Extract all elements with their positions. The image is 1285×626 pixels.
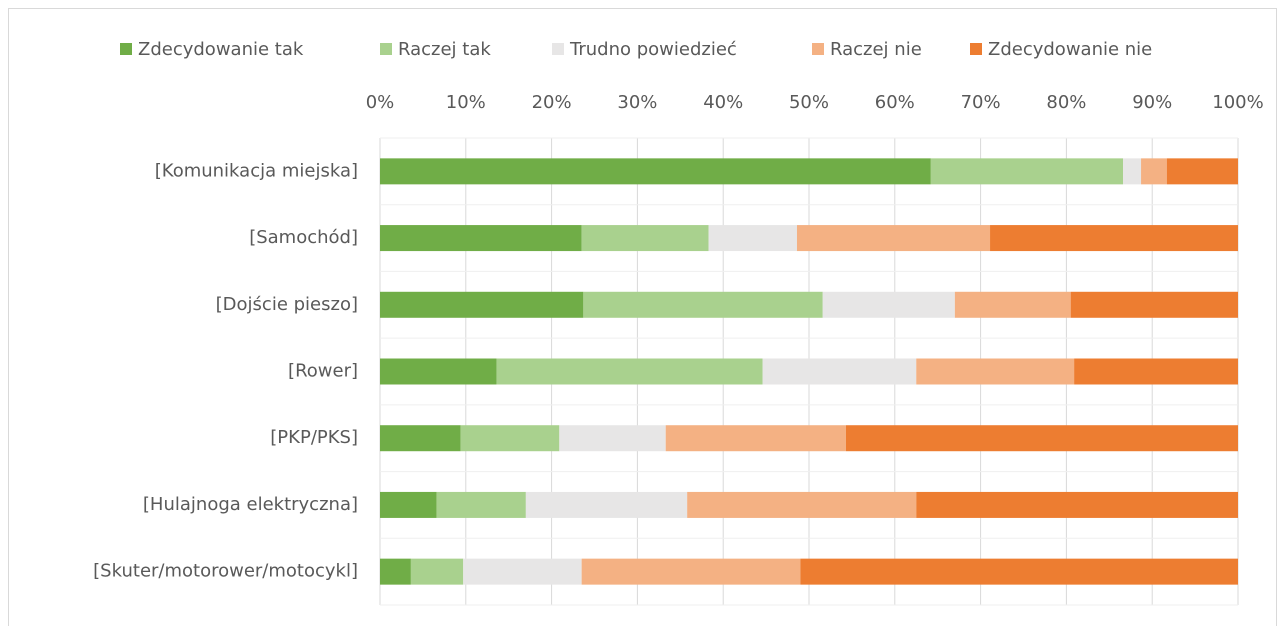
- bar-segment: [1123, 158, 1142, 185]
- y-tick-label: [Hulajnoga elektryczna]: [143, 494, 358, 515]
- bar-segment: [380, 291, 584, 318]
- x-tick-label: 100%: [1212, 92, 1263, 113]
- bar-segment: [762, 358, 917, 385]
- legend-label: Zdecydowanie tak: [138, 39, 304, 60]
- y-tick-label: [Komunikacja miejska]: [155, 160, 358, 181]
- legend-label: Zdecydowanie nie: [988, 39, 1152, 60]
- bar-segment: [1141, 158, 1167, 185]
- legend-label: Raczej tak: [398, 39, 491, 60]
- x-tick-label: 90%: [1132, 92, 1172, 113]
- x-tick-label: 40%: [703, 92, 743, 113]
- bar-segment: [581, 225, 709, 252]
- y-tick-label: [Samochód]: [249, 227, 358, 248]
- x-tick-label: 70%: [961, 92, 1001, 113]
- bar-segment: [708, 225, 797, 252]
- legend-label: Raczej nie: [830, 39, 922, 60]
- y-tick-label: [Dojście pieszo]: [216, 294, 358, 315]
- bar-segment: [581, 558, 801, 585]
- bar-segment: [800, 558, 1238, 585]
- chart-frame: [8, 8, 1277, 626]
- bar-segment: [380, 425, 461, 452]
- bar-segment: [380, 558, 411, 585]
- x-tick-label: 80%: [1046, 92, 1086, 113]
- bar-segment: [930, 158, 1124, 185]
- bar-segment: [583, 291, 823, 318]
- bar-segment: [410, 558, 464, 585]
- bar-segment: [1074, 358, 1238, 385]
- bar-segment: [436, 491, 526, 518]
- bar-segment: [380, 491, 437, 518]
- x-tick-label: 30%: [617, 92, 657, 113]
- bar-segment: [796, 225, 991, 252]
- bar-segment: [1166, 158, 1238, 185]
- legend-swatch: [380, 43, 392, 55]
- x-tick-label: 60%: [875, 92, 915, 113]
- legend-swatch: [120, 43, 132, 55]
- bar-segment: [916, 491, 1238, 518]
- legend-swatch: [552, 43, 564, 55]
- x-tick-label: 10%: [446, 92, 486, 113]
- bar-segment: [916, 358, 1075, 385]
- legend-swatch: [970, 43, 982, 55]
- bar-segment: [460, 425, 560, 452]
- bar-segment: [845, 425, 1238, 452]
- bar-segment: [1070, 291, 1238, 318]
- y-tick-label: [Rower]: [288, 361, 358, 382]
- bar-segment: [687, 491, 917, 518]
- bar-segment: [559, 425, 666, 452]
- legend-label: Trudno powiedzieć: [569, 39, 737, 60]
- y-tick-label: [PKP/PKS]: [270, 427, 358, 448]
- y-tick-label: [Skuter/motorower/motocykl]: [93, 561, 358, 582]
- bar-segment: [665, 425, 846, 452]
- x-tick-label: 50%: [789, 92, 829, 113]
- x-tick-label: 20%: [532, 92, 572, 113]
- bar-segment: [496, 358, 763, 385]
- bar-segment: [380, 225, 582, 252]
- bar-segment: [463, 558, 582, 585]
- bar-segment: [380, 358, 497, 385]
- bar-segment: [525, 491, 688, 518]
- bar-segment: [990, 225, 1238, 252]
- bar-segment: [380, 158, 931, 185]
- x-tick-label: 0%: [366, 92, 395, 113]
- bar-segment: [822, 291, 955, 318]
- legend-swatch: [812, 43, 824, 55]
- bar-segment: [954, 291, 1071, 318]
